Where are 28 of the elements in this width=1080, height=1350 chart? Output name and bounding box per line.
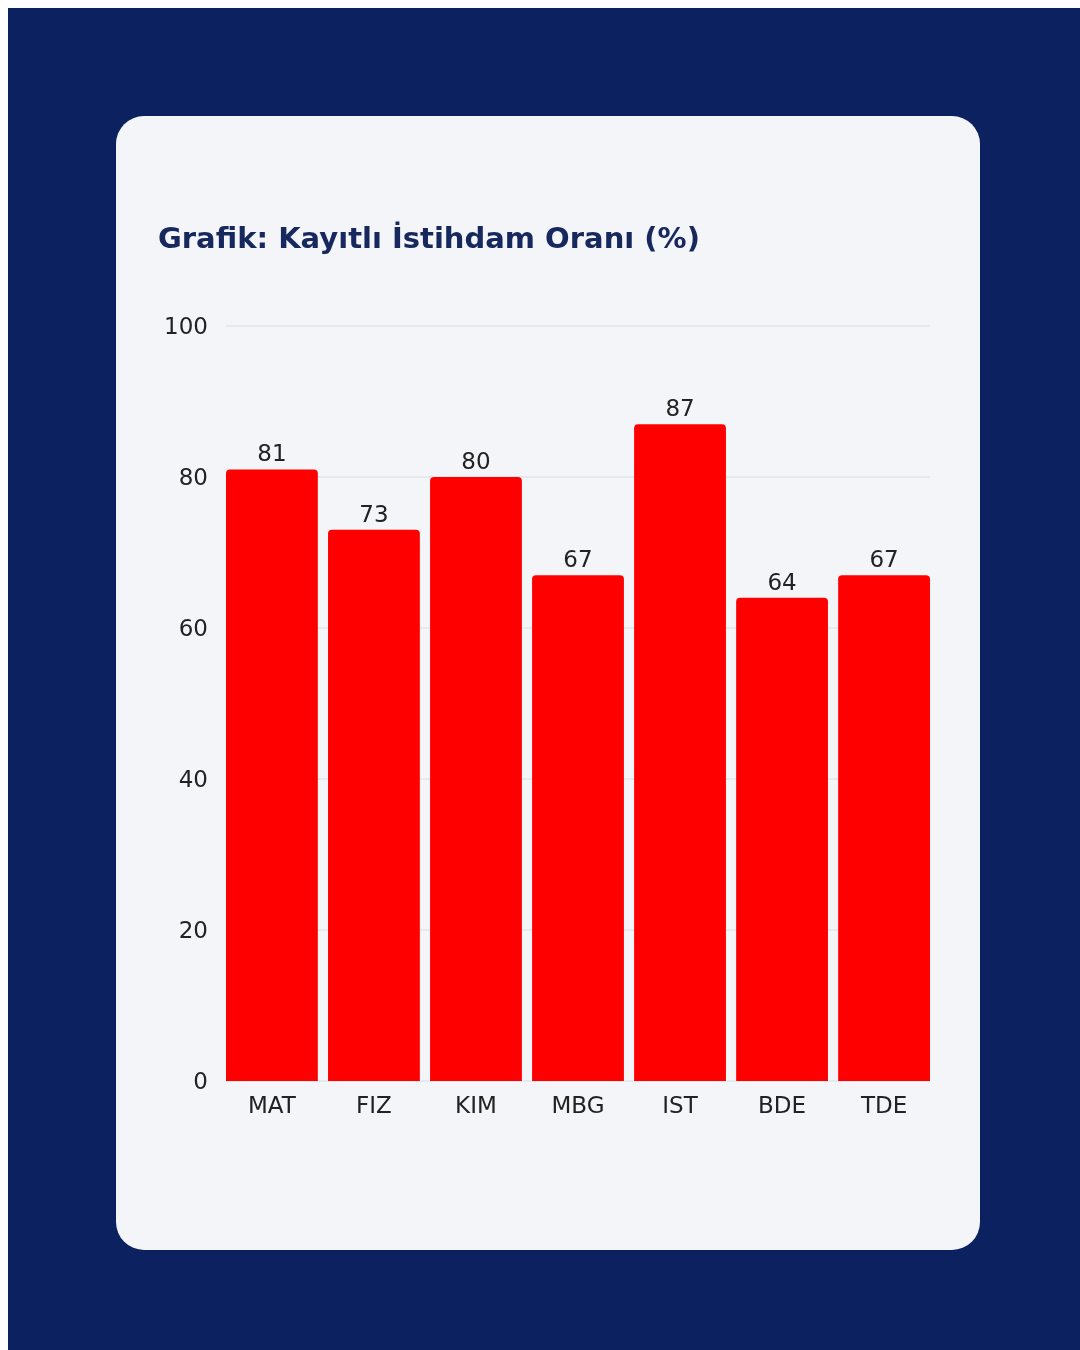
bar: [430, 477, 522, 1081]
y-tick-label: 60: [178, 615, 208, 642]
data-label: 73: [359, 500, 389, 527]
chart-title: Grafik: Kayıtlı İstihdam Oranı (%): [158, 221, 700, 255]
x-tick-label: TDE: [859, 1092, 908, 1118]
y-tick-label: 40: [178, 766, 208, 793]
data-label: 81: [257, 440, 287, 467]
data-label: 87: [665, 395, 695, 422]
y-tick-label: 100: [164, 313, 208, 340]
x-tick-label: KIM: [455, 1092, 497, 1118]
x-tick-label: FIZ: [356, 1092, 392, 1118]
data-label: 80: [461, 448, 491, 474]
data-label: 67: [563, 546, 593, 573]
bar: [634, 424, 726, 1081]
x-tick-label: MAT: [247, 1092, 297, 1118]
y-tick-label: 0: [193, 1068, 208, 1095]
data-label: 67: [869, 546, 899, 573]
bar: [328, 529, 420, 1081]
x-tick-label: MBG: [551, 1092, 605, 1118]
bar: [226, 469, 318, 1081]
bar: [838, 575, 930, 1081]
y-tick-label: 80: [178, 464, 208, 491]
data-label: 64: [767, 568, 797, 595]
bar: [532, 575, 624, 1081]
x-tick-label: IST: [662, 1092, 699, 1118]
bar: [736, 597, 828, 1081]
x-tick-label: BDE: [758, 1092, 807, 1118]
y-tick-label: 20: [178, 917, 208, 944]
